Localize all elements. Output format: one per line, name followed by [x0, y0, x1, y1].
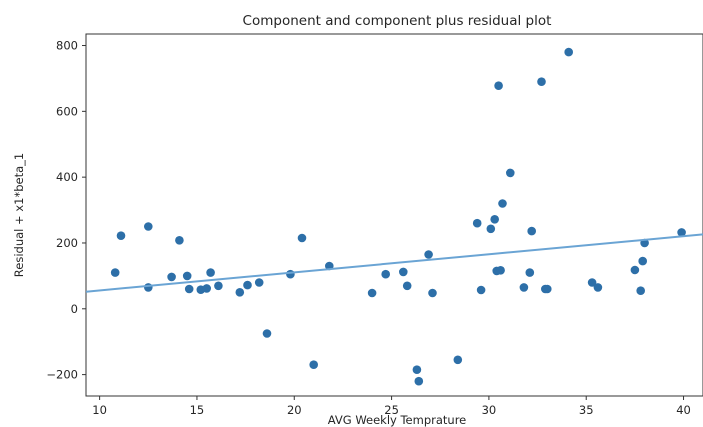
- scatter-point: [494, 81, 503, 90]
- scatter-point: [424, 250, 433, 259]
- scatter-point: [543, 284, 552, 294]
- scatter-point: [116, 231, 126, 240]
- scatter-point: [367, 288, 377, 298]
- scatter-point: [498, 199, 507, 208]
- x-axis-ticks: 10 15 20 25 30 35 40: [92, 396, 691, 417]
- scatter-point: [297, 233, 307, 243]
- scatter-point: [254, 278, 264, 287]
- scatter-point: [184, 284, 194, 294]
- scatter-point: [262, 329, 272, 338]
- scatter-point: [144, 222, 153, 231]
- scatter-point: [381, 269, 391, 279]
- scatter-point: [519, 283, 529, 292]
- scatter-point: [286, 269, 295, 279]
- scatter-point: [490, 215, 500, 224]
- scatter-point: [476, 285, 486, 295]
- y-tick-label: −200: [46, 368, 78, 382]
- scatter-point: [202, 284, 211, 293]
- scatter-point: [175, 236, 184, 245]
- y-axis-ticks: −200 0 200 400 600 800: [46, 39, 86, 382]
- scatter-point: [506, 168, 515, 178]
- x-tick-label: 30: [482, 403, 497, 417]
- scatter-point: [564, 47, 573, 57]
- scatter-point: [399, 267, 408, 277]
- scatter-point: [525, 268, 535, 277]
- scatter-point: [593, 283, 603, 292]
- x-tick-label: 15: [190, 403, 205, 417]
- x-tick-label: 20: [287, 403, 302, 417]
- y-tick-label: 200: [56, 236, 78, 250]
- scatter-point: [453, 355, 463, 365]
- x-tick-label: 40: [676, 403, 691, 417]
- y-tick-label: 400: [56, 170, 78, 184]
- plot-area: [85, 33, 703, 397]
- x-tick-label: 35: [579, 403, 594, 417]
- scatter-point: [309, 360, 319, 370]
- x-axis-label: AVG Weekly Temprature: [328, 413, 467, 427]
- scatter-point: [235, 288, 245, 297]
- chart-title: Component and component plus residual pl…: [243, 13, 552, 29]
- scatter-point: [537, 77, 546, 86]
- y-axis-label: Residual + x1*beta_1: [12, 153, 26, 277]
- scatter-point: [638, 256, 647, 266]
- scatter-point: [144, 283, 153, 292]
- y-tick-label: 800: [56, 39, 78, 53]
- scatter-point: [630, 265, 640, 275]
- axes-frame: [85, 33, 703, 397]
- scatter-point: [167, 272, 176, 282]
- scatter-point: [412, 365, 422, 375]
- scatter-point: [402, 281, 412, 291]
- data-marks: [85, 47, 703, 386]
- scatter-point: [414, 376, 424, 386]
- scatter-point: [636, 286, 645, 296]
- scatter-point: [677, 228, 686, 237]
- scatter-point: [214, 281, 223, 291]
- scatter-point: [243, 280, 252, 290]
- y-tick-label: 600: [56, 104, 78, 118]
- fit-line: [85, 233, 703, 293]
- scatter-point: [587, 278, 597, 287]
- scatter-point: [110, 268, 120, 277]
- scatter-point: [486, 224, 496, 234]
- scatter-point: [472, 218, 482, 228]
- x-tick-label: 25: [384, 403, 399, 417]
- scatter-point: [428, 288, 437, 298]
- x-tick-label: 10: [92, 403, 107, 417]
- scatter-point: [496, 266, 505, 275]
- scatter-point: [527, 226, 536, 236]
- scatter-point: [206, 268, 215, 277]
- y-tick-label: 0: [71, 302, 78, 316]
- scatter-point: [182, 271, 192, 281]
